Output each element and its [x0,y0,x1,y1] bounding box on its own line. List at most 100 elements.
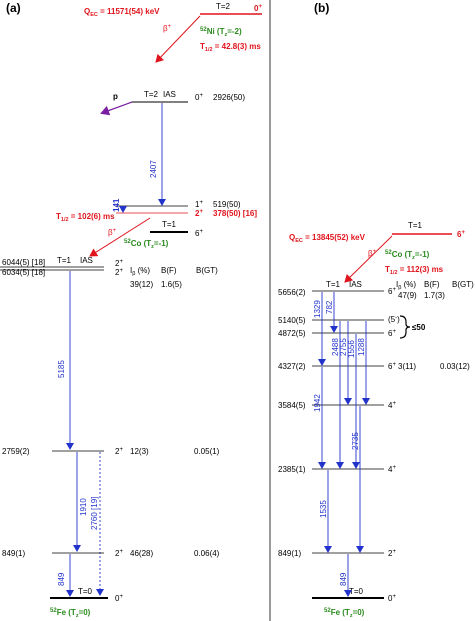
co52-parent-spin: 6+ [457,230,465,239]
ni52-beta-label: β+ [163,24,172,33]
co52-half-life: T1/2 = 102(6) ms [56,212,115,223]
fe52-b-ground-isospin: T=0 [349,587,364,596]
gamma-b-1556-label: 1556 [347,340,356,358]
co52-parent-isospin: T=1 [408,221,423,230]
brace-label: ≤50 [412,323,426,332]
ias-ib-value: 39(12) [130,280,153,289]
fe52-b-5140-energy: 5140(5) [278,316,306,325]
fe52-849-spin: 2+ [115,549,123,558]
gamma-b-1329-label: 1329 [313,300,322,318]
ni52-half-life: T1/2 = 42.8(3) ms [200,42,261,53]
ni52-beta-arrow [155,15,201,63]
fe52-b-ias-tag: IAS [349,280,362,289]
co52-ias-spin: 0+ [195,93,203,102]
co52-parent-qec: QEC = 13845(52) keV [289,233,366,244]
gamma-141-label: 141 [112,198,121,212]
co52-1plus-energy: 519(50) [213,200,241,209]
fe52-ground-spin: 0+ [115,594,123,603]
header-bf: B(F) [161,266,177,275]
co52-ias-energy: 2926(50) [213,93,245,102]
fe52-b-ias-bf: 1.7(3) [424,291,445,300]
fe52-b-ias-isospin: T=1 [326,280,341,289]
co52-parent-beta-label: β+ [368,249,377,258]
fe52-b-4872-spin: 6+ [388,329,396,338]
header-b-bgt: B(GT) [452,280,474,289]
header-bgt: B(GT) [196,266,218,275]
fe52-2759-spin: 2+ [115,447,123,456]
gamma-1910-label: 1910 [79,498,88,516]
gamma-b-849-label: 849 [339,572,348,586]
fe52-849-energy: 849(1) [2,549,25,558]
fe52-b-4327-energy: 4327(2) [278,362,306,371]
ni52-spin: 0+ [254,4,262,13]
co52-2plus-spin: 2+ [195,209,203,218]
fe52-2759-ib: 12(3) [130,447,149,456]
gamma-b-2735-label: 2735 [351,432,360,450]
fe52-b-3584-energy: 3584(5) [278,401,306,410]
gamma-b-1942-label: 1942 [313,394,322,412]
co52-ias-isospin: T=2 [144,90,159,99]
gamma-849a-label: 849 [57,572,66,586]
fe52-b-3584-spin: 4+ [388,401,396,410]
fe52-b-ias-ib: 47(9) [398,291,417,300]
co52-ground-spin: 6+ [195,229,203,238]
fe52-b-4327-ib: 3(11) [398,362,416,371]
fe52-2759-bgt: 0.05(1) [194,447,220,456]
header-b-bf: B(F) [424,280,440,289]
fe52-nucleus-b: 52Fe (Tz=0) [324,608,365,619]
fe52-b-ias-energy: 5656(2) [278,288,306,297]
fe52-b-849-spin: 2+ [388,549,396,558]
brace [399,315,411,339]
fe52-b-5140-spin: (5-) [388,315,400,324]
co52-parent-beta-arrow [344,235,393,283]
gamma-2760-label: 2760 [19] [90,497,99,530]
fe52-b-2385-energy: 2385(1) [278,465,306,474]
fe52-ias-spin-2: 2+ [115,268,123,277]
ni52-isospin: T=2 [216,2,231,11]
fe52-ias-energy-1: 6044(5) [18] [2,258,45,267]
fe52-849-ib: 46(28) [130,549,153,558]
co52-beta-arrow [89,217,151,257]
gamma-b-2488-label: 2488 [331,338,340,356]
co52-beta-label: β+ [108,228,117,237]
fe52-ias-spin-1: 2+ [115,259,123,268]
fe52-b-2385-spin: 4+ [388,465,396,474]
header-ib: Iβ (%) [130,266,150,277]
header-b-ib: Iβ (%) [396,280,416,291]
fe52-ias-isospin: T=1 [57,256,72,265]
fe52-b-ground-spin: 0+ [388,594,396,603]
panel-a-label: (a) [6,1,21,15]
co52-parent-half-life: T1/2 = 112(3) ms [385,265,444,276]
fe52-nucleus-a: 52Fe (Tz=0) [50,608,91,619]
gamma-2407-label: 2407 [149,160,158,178]
fe52-2759-energy: 2759(2) [2,447,30,456]
gamma-b-2755-label: 2755 [339,338,348,356]
co52-parent-nucleus: 52Co (Tz=-1) [385,250,430,261]
fe52-ground-isospin: T=0 [78,587,93,596]
gamma-b-1535-label: 1535 [319,500,328,518]
fe52-ias-tag: IAS [80,256,93,265]
panel-b-label: (b) [314,1,329,15]
ni52-nucleus: 52Ni (Tz=-2) [200,27,242,38]
co52-nucleus: 52Co (Tz=-1) [124,239,169,250]
fe52-b-4872-energy: 4872(5) [278,329,306,338]
gamma-5185-label: 5185 [57,360,66,378]
gamma-b-782-label: 782 [325,300,334,314]
fe52-b-4327-spin: 6+ [388,362,396,371]
co52-2plus-energy: 378(50) [16] [213,209,257,218]
ias-bf-value: 1.6(5) [161,280,182,289]
fe52-b-4327-bgt: 0.03(12) [440,362,470,371]
gamma-b-1288-label: 1288 [357,338,366,356]
fe52-b-849-energy: 849(1) [278,549,301,558]
proton-label: p [113,92,118,101]
co52-ground-isospin: T=1 [162,220,177,229]
proton-emission-arrow [100,101,133,116]
co52-ias-tag: IAS [163,90,176,99]
ni52-qec: QEC = 11571(54) keV [84,7,160,18]
fe52-849-bgt: 0.06(4) [194,549,220,558]
fe52-ias-energy-2: 6034(5) [18] [2,268,45,277]
co52-1plus-spin: 1+ [195,200,203,209]
fe52-b-ias-spin: 6+ [388,287,396,296]
